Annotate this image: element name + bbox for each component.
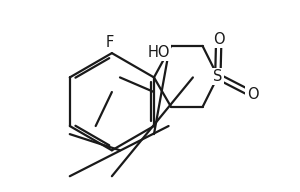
Text: O: O xyxy=(247,87,259,102)
Text: S: S xyxy=(213,69,223,84)
Text: HO: HO xyxy=(148,45,170,60)
Text: O: O xyxy=(213,32,225,47)
Text: F: F xyxy=(106,35,114,50)
